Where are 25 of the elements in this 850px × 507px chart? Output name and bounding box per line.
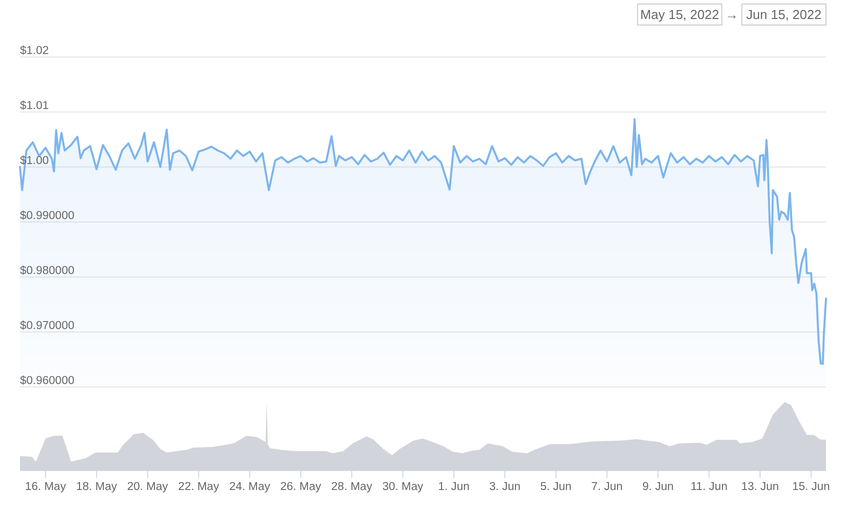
- x-tick-label: 15. Jun: [792, 481, 830, 493]
- x-tick-label: 11. Jun: [690, 481, 728, 493]
- y-tick-label: $1.02: [20, 45, 49, 57]
- y-tick-label: $0.970000: [20, 320, 74, 332]
- y-tick-label: $0.960000: [20, 375, 74, 387]
- x-tick-label: 22. May: [178, 481, 220, 493]
- x-tick-label: 5. Jun: [540, 481, 572, 493]
- y-tick-label: $0.980000: [20, 265, 74, 277]
- x-tick-label: 1. Jun: [438, 481, 470, 493]
- y-tick-label: $0.990000: [20, 210, 74, 222]
- x-tick-label: 9. Jun: [642, 481, 674, 493]
- x-tick-label: 3. Jun: [489, 481, 521, 493]
- x-tick-label: 16. May: [25, 481, 66, 493]
- y-tick-label: $1.01: [20, 100, 49, 112]
- x-tick-label: 20. May: [127, 481, 168, 493]
- x-tick-label: 18. May: [76, 481, 118, 493]
- text: Jun 15, 2022: [746, 7, 822, 22]
- text: →: [725, 7, 738, 22]
- x-tick-label: 24. May: [229, 481, 270, 493]
- x-tick-label: 26. May: [280, 481, 322, 493]
- x-tick-label: 7. Jun: [591, 481, 623, 493]
- text: May 15, 2022: [640, 7, 720, 22]
- x-tick-label: 28. May: [331, 481, 372, 493]
- x-tick-label: 30. May: [382, 481, 424, 493]
- x-tick-label: 13. Jun: [741, 481, 779, 493]
